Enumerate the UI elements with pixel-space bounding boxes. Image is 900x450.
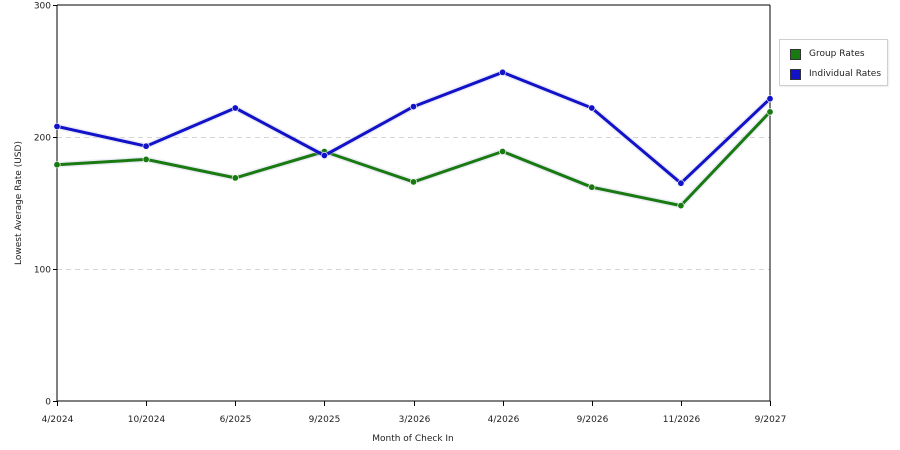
legend-label-individual-rates: Individual Rates <box>809 69 882 79</box>
y-tick-label: 0 <box>45 398 51 408</box>
data-point-individual-rates[interactable] <box>409 103 417 111</box>
legend-swatch-individual-rates <box>790 68 801 80</box>
y-tick-label: 100 <box>34 266 51 276</box>
data-point-individual-rates[interactable] <box>499 68 507 76</box>
data-point-group-rates[interactable] <box>588 183 596 191</box>
data-point-individual-rates[interactable] <box>53 122 61 130</box>
series-shadow-group-rates <box>56 109 773 209</box>
y-axis-ticks: 0 100 200 300 <box>34 2 57 408</box>
y-tick-label: 300 <box>34 2 51 12</box>
grid-lines <box>57 137 770 270</box>
x-tick-label: 10/2024 <box>128 415 166 425</box>
data-point-individual-rates[interactable] <box>142 142 150 150</box>
y-tick-label: 200 <box>34 134 51 144</box>
data-point-group-rates[interactable] <box>409 178 417 186</box>
data-point-group-rates[interactable] <box>499 148 507 156</box>
data-point-group-rates[interactable] <box>231 174 239 182</box>
data-point-group-rates[interactable] <box>142 155 150 163</box>
chart-legend: Group Rates Individual Rates <box>779 39 888 86</box>
x-tick-label: 9/2026 <box>577 415 609 425</box>
data-point-individual-rates[interactable] <box>231 104 239 112</box>
legend-item-individual-rates: Individual Rates <box>790 67 881 81</box>
x-tick-label: 9/2027 <box>755 415 787 425</box>
data-point-group-rates[interactable] <box>53 161 61 169</box>
x-tick-label: 6/2025 <box>220 415 252 425</box>
legend-item-group-rates: Group Rates <box>790 47 865 61</box>
legend-label-group-rates: Group Rates <box>809 49 865 59</box>
x-tick-label: 4/2026 <box>488 415 520 425</box>
x-tick-label: 4/2024 <box>42 415 74 425</box>
x-tick-label: 11/2026 <box>663 415 701 425</box>
data-point-individual-rates[interactable] <box>677 179 685 187</box>
data-point-group-rates[interactable] <box>766 108 774 116</box>
chart-axes <box>56 4 771 402</box>
x-axis-title: Month of Check In <box>372 434 454 444</box>
series-line-group-rates <box>56 110 772 208</box>
data-point-individual-rates[interactable] <box>320 152 328 160</box>
y-axis-title: Lowest Average Rate (USD) <box>14 141 24 265</box>
series-lines <box>53 68 774 210</box>
x-tick-label: 3/2026 <box>399 415 431 425</box>
data-point-group-rates[interactable] <box>677 202 685 210</box>
series-line-individual-rates <box>56 70 772 185</box>
legend-swatch-group-rates <box>790 48 801 60</box>
data-point-individual-rates[interactable] <box>766 95 774 103</box>
data-point-individual-rates[interactable] <box>588 104 596 112</box>
x-axis-ticks: 4/2024 10/2024 6/2025 9/2025 3/2026 4/2026 9/2… <box>42 401 787 425</box>
x-tick-label: 9/2025 <box>309 415 341 425</box>
